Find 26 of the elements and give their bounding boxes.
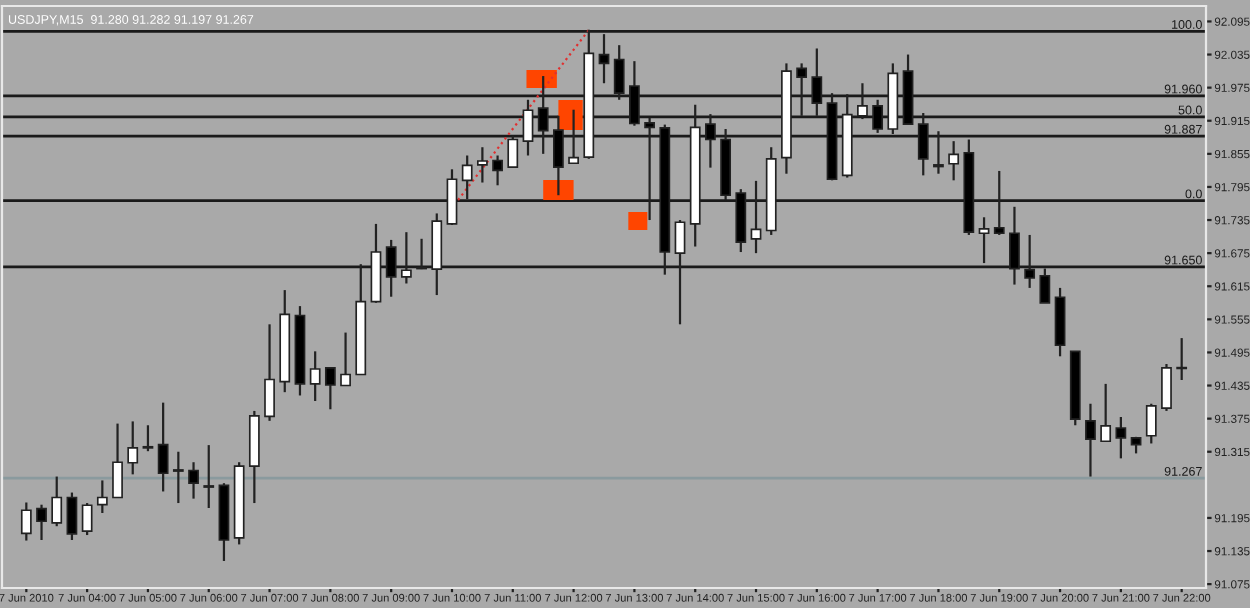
candlestick bbox=[36, 503, 47, 542]
candlestick bbox=[66, 491, 78, 542]
candlestick bbox=[340, 331, 351, 387]
candlestick bbox=[142, 424, 154, 453]
candlestick bbox=[112, 422, 123, 499]
candlestick bbox=[96, 479, 108, 515]
candlestick bbox=[1085, 402, 1096, 478]
candlestick bbox=[127, 420, 139, 476]
candlestick bbox=[492, 154, 503, 187]
candlestick bbox=[203, 444, 215, 510]
candlestick bbox=[1100, 382, 1112, 443]
candlestick bbox=[1161, 362, 1172, 413]
candlestick bbox=[20, 501, 32, 542]
candlestick bbox=[51, 475, 63, 528]
candlestick bbox=[264, 323, 275, 422]
candlestick bbox=[1176, 336, 1188, 382]
candlestick bbox=[1145, 402, 1157, 445]
candlestick bbox=[476, 146, 488, 184]
candlestick bbox=[188, 461, 199, 500]
candlestick bbox=[157, 401, 169, 493]
candlestick bbox=[81, 501, 93, 537]
candlestick bbox=[1054, 286, 1066, 358]
candlestick bbox=[172, 450, 184, 505]
candlestick bbox=[309, 350, 321, 403]
candlestick bbox=[324, 366, 336, 411]
candlestick bbox=[1115, 415, 1127, 460]
